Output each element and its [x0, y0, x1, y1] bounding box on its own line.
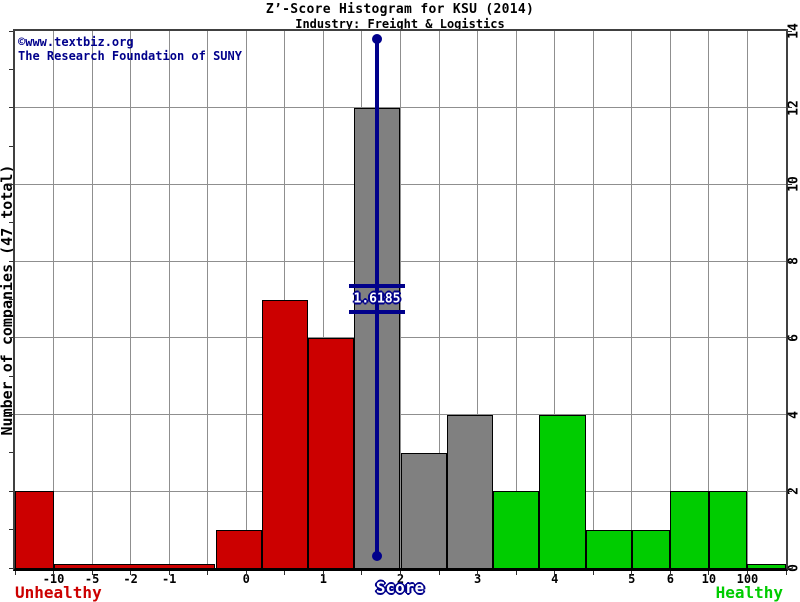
- histogram-bar: [709, 491, 748, 568]
- x-axis-tick: [130, 571, 131, 575]
- horizontal-gridline: [15, 261, 786, 262]
- y-axis-tick: [9, 452, 13, 453]
- y-axis-tick: [9, 491, 13, 492]
- horizontal-gridline: [15, 184, 786, 185]
- x-axis-tick: [516, 571, 517, 575]
- y-axis-tick: [9, 31, 13, 32]
- vertical-gridline: [670, 31, 671, 568]
- horizontal-gridline: [15, 107, 786, 108]
- x-axis-tick: [284, 571, 285, 575]
- x-axis-tick: [477, 571, 478, 575]
- histogram-bar: [493, 491, 539, 568]
- vertical-gridline: [92, 31, 93, 568]
- x-axis-tick: [631, 571, 632, 575]
- histogram-bar: [54, 564, 216, 568]
- y-right-tick: [788, 107, 792, 108]
- y-right-tick: [788, 568, 792, 569]
- plot-area: ©www.textbiz.org The Research Foundation…: [13, 29, 788, 571]
- x-axis-tick: [439, 571, 440, 575]
- x-axis-tick: [323, 571, 324, 575]
- y-axis-tick: [9, 69, 13, 70]
- histogram-bar: [747, 564, 786, 568]
- x-axis-tick: [15, 571, 16, 575]
- x-axis-tick: [554, 571, 555, 575]
- horizontal-gridline: [15, 414, 786, 415]
- histogram-bar: [447, 415, 493, 568]
- marker-bottom-dot: [372, 551, 382, 561]
- y-right-tick: [788, 491, 792, 492]
- x-axis-tick: [246, 571, 247, 575]
- x-axis-tick: [747, 571, 748, 575]
- y-axis-tick: [9, 261, 13, 262]
- y-axis-tick: [9, 146, 13, 147]
- histogram-bar: [216, 530, 262, 568]
- x-axis-tick: [92, 571, 93, 575]
- x-axis-tick: [53, 571, 54, 575]
- y-axis-tick: [9, 184, 13, 185]
- vertical-gridline: [130, 31, 131, 568]
- histogram-bar: [401, 453, 447, 568]
- watermark-org: The Research Foundation of SUNY: [18, 49, 242, 63]
- y-axis-tick: [9, 568, 13, 569]
- y-right-tick: [788, 337, 792, 338]
- y-right-tick: [788, 184, 792, 185]
- vertical-gridline: [246, 31, 247, 568]
- marker-lower-crossbar: [349, 310, 405, 314]
- histogram-bar: [262, 300, 308, 569]
- watermark-url: ©www.textbiz.org: [18, 35, 242, 49]
- chart-title: Z’-Score Histogram for KSU (2014): [0, 2, 800, 17]
- y-axis-tick: [9, 376, 13, 377]
- vertical-gridline: [631, 31, 632, 568]
- marker-top-dot: [372, 34, 382, 44]
- y-axis-tick: [9, 299, 13, 300]
- histogram-bar: [308, 338, 354, 568]
- y-right-tick: [788, 31, 792, 32]
- vertical-gridline: [169, 31, 170, 568]
- vertical-gridline: [53, 31, 54, 568]
- x-axis-tick: [786, 571, 787, 575]
- marker-value-label: 1.6185: [354, 292, 401, 307]
- y-right-tick: [788, 414, 792, 415]
- histogram-bar: [670, 491, 709, 568]
- x-axis-tick: [207, 571, 208, 575]
- x-axis-tick: [400, 571, 401, 575]
- y-axis-tick: [9, 529, 13, 530]
- histogram-bar: [539, 415, 585, 568]
- y-axis-tick: [9, 414, 13, 415]
- y-axis-tick: [9, 222, 13, 223]
- vertical-gridline: [516, 31, 517, 568]
- marker-upper-crossbar: [349, 284, 405, 288]
- vertical-gridline: [207, 31, 208, 568]
- x-axis-tick: [708, 571, 709, 575]
- histogram-bar: [15, 491, 54, 568]
- histogram-bar: [586, 530, 632, 568]
- histogram-bar: [632, 530, 671, 568]
- vertical-gridline: [708, 31, 709, 568]
- y-right-tick: [788, 261, 792, 262]
- watermark: ©www.textbiz.org The Research Foundation…: [18, 35, 242, 63]
- horizontal-gridline: [15, 337, 786, 338]
- x-axis-tick: [670, 571, 671, 575]
- x-axis-tick: [169, 571, 170, 575]
- x-axis-tick: [361, 571, 362, 575]
- x-axis-label: Score: [376, 578, 424, 597]
- vertical-gridline: [747, 31, 748, 568]
- y-axis-tick: [9, 107, 13, 108]
- x-axis-tick: [593, 571, 594, 575]
- vertical-gridline: [593, 31, 594, 568]
- y-axis-tick: [9, 337, 13, 338]
